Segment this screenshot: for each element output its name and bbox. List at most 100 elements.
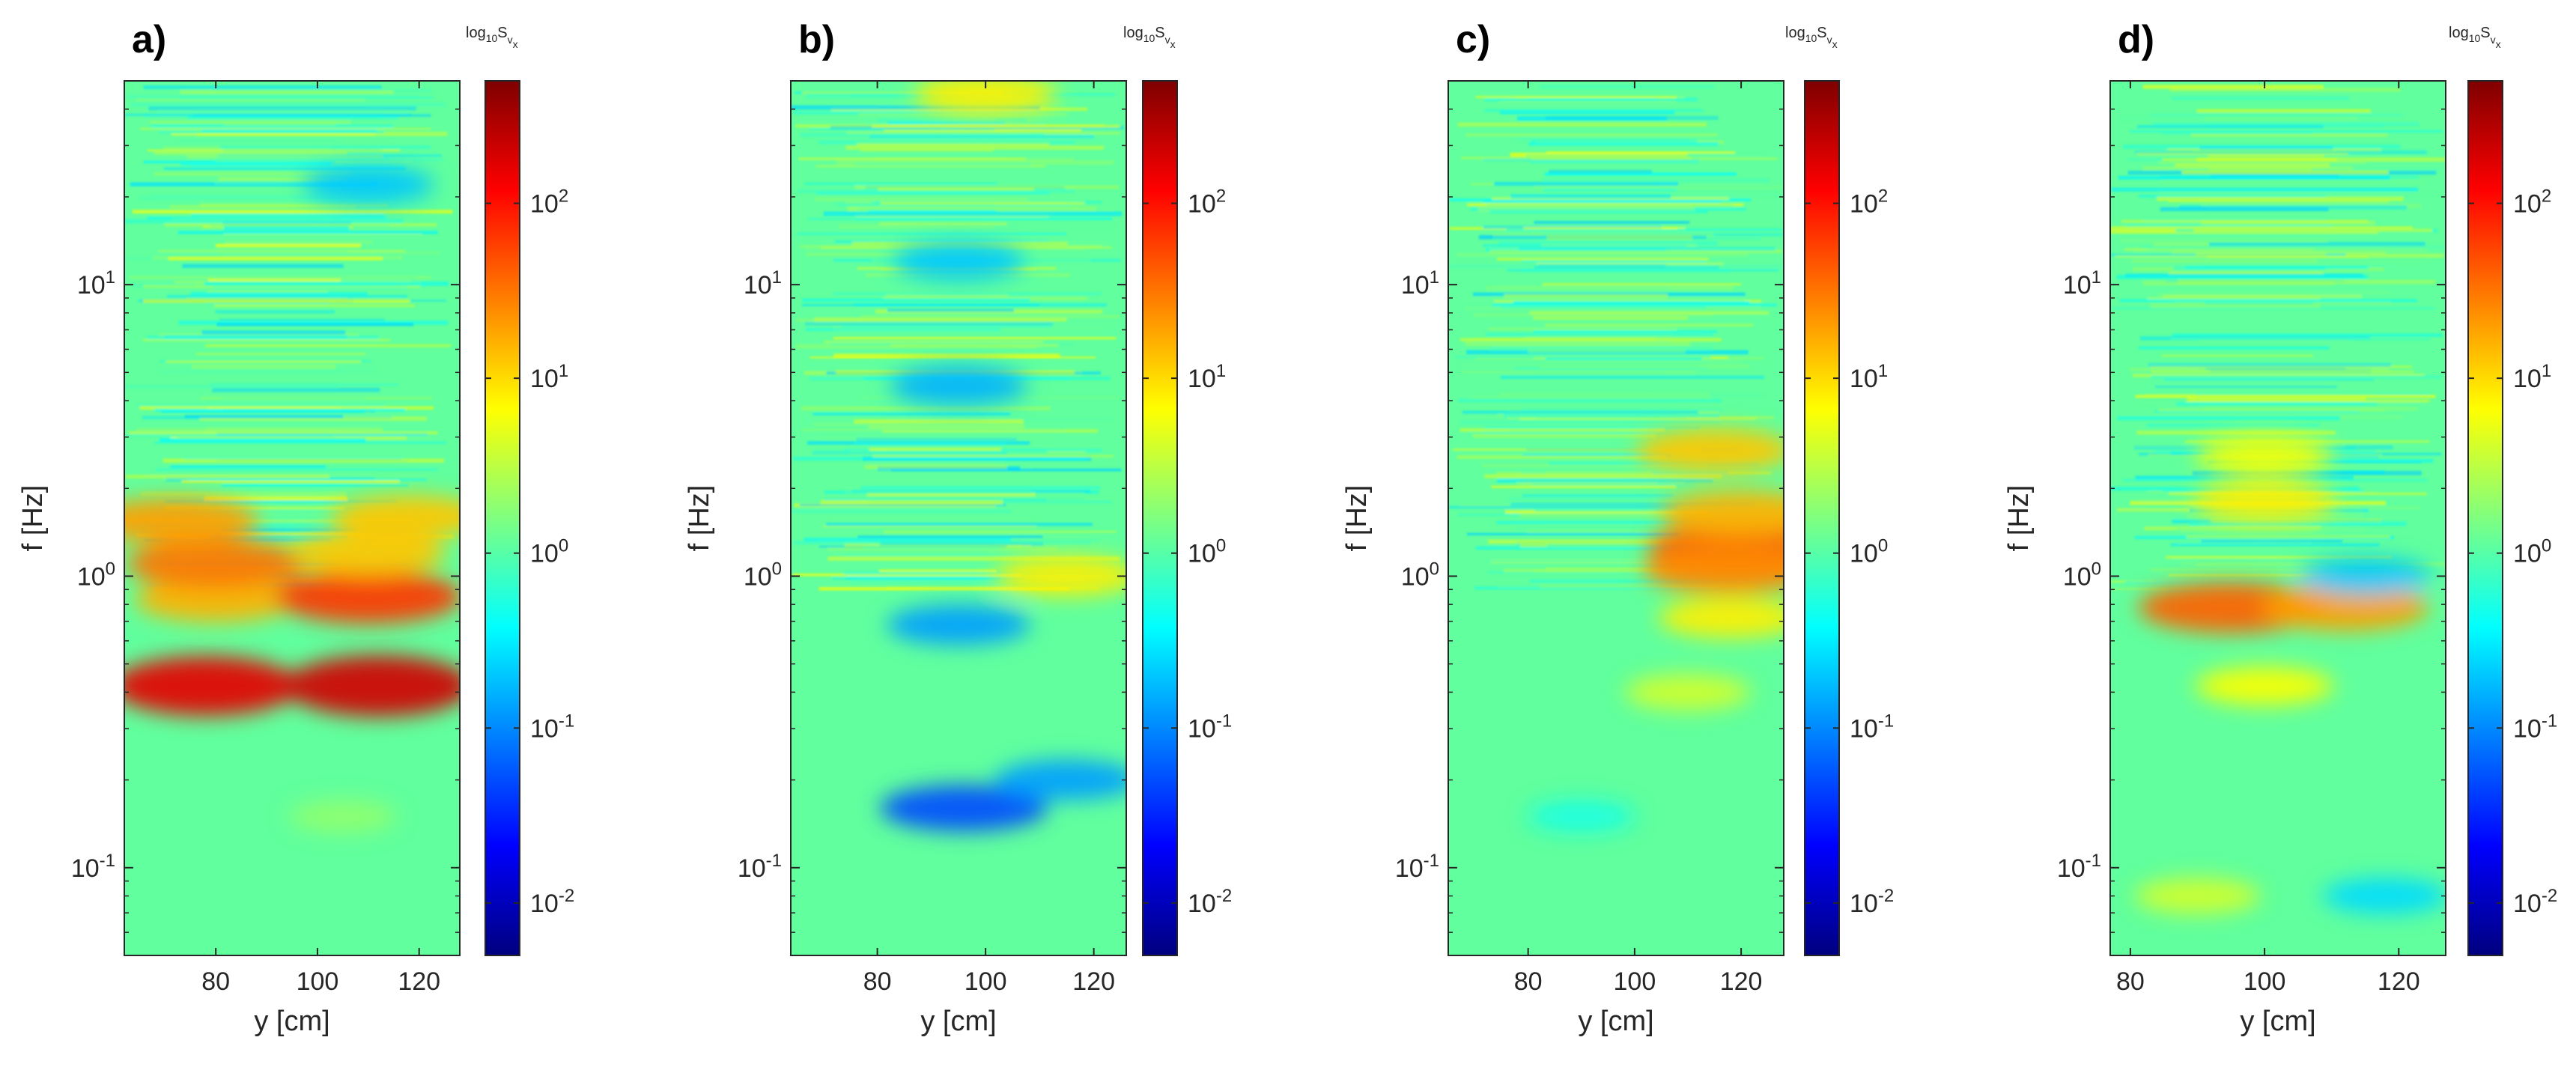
striation bbox=[1484, 97, 1698, 102]
spectral-features bbox=[124, 165, 460, 833]
striation bbox=[1549, 169, 1653, 174]
colorbar-tick-label: 102 bbox=[1850, 186, 1888, 219]
striation bbox=[823, 524, 1037, 528]
striation bbox=[154, 171, 351, 176]
feature-5 bbox=[2134, 878, 2261, 914]
striation bbox=[1529, 579, 1734, 583]
panel-c: 80 100 120 10-1 100 101 y [cm] f [Hz] c) 10-2 10-1… bbox=[1341, 18, 1894, 1037]
striation bbox=[166, 294, 407, 299]
feature-6 bbox=[124, 497, 259, 544]
striation bbox=[2175, 401, 2378, 407]
striation bbox=[164, 222, 437, 227]
feature-1 bbox=[2261, 584, 2429, 631]
striation bbox=[817, 140, 1075, 145]
x-tick-label: 100 bbox=[2244, 967, 2286, 996]
striation bbox=[1450, 198, 1752, 201]
y-axis-label: f [Hz] bbox=[684, 485, 715, 552]
striation bbox=[1545, 523, 1758, 529]
striation bbox=[1466, 532, 1680, 536]
striation bbox=[1534, 221, 1690, 224]
striation bbox=[2142, 218, 2327, 222]
x-axis-label: y [cm] bbox=[254, 1006, 329, 1037]
striation bbox=[791, 105, 1040, 110]
striation bbox=[169, 205, 356, 208]
striation bbox=[165, 360, 361, 363]
striation bbox=[1522, 259, 1707, 263]
striation bbox=[225, 240, 373, 244]
colorbar bbox=[484, 80, 520, 956]
striation bbox=[191, 364, 336, 369]
striation bbox=[143, 85, 382, 90]
striation bbox=[157, 109, 409, 114]
colorbar-tick-label: 100 bbox=[1188, 536, 1226, 568]
striation bbox=[179, 138, 340, 143]
striation bbox=[839, 224, 994, 229]
striation bbox=[1524, 334, 1672, 338]
striation bbox=[845, 490, 1032, 494]
striation bbox=[222, 484, 409, 487]
striation bbox=[1489, 210, 1708, 213]
striation bbox=[1472, 434, 1657, 438]
striation bbox=[1454, 356, 1711, 359]
striation bbox=[799, 503, 1006, 506]
x-tick-label: 120 bbox=[398, 967, 440, 996]
striation bbox=[1496, 472, 1653, 475]
striation bbox=[1470, 207, 1746, 211]
striation bbox=[1531, 483, 1696, 487]
striation bbox=[159, 130, 385, 134]
striation bbox=[149, 121, 351, 124]
striation bbox=[802, 298, 1030, 303]
striation bbox=[180, 90, 394, 94]
striation bbox=[792, 573, 1022, 577]
y-tick-label: 10-1 bbox=[2057, 851, 2101, 883]
x-tick-label: 100 bbox=[297, 967, 339, 996]
striation bbox=[2136, 430, 2336, 435]
feature-5 bbox=[1625, 674, 1751, 711]
x-tick-label: 120 bbox=[2378, 967, 2420, 996]
striation bbox=[1486, 332, 1713, 336]
x-tick-label: 80 bbox=[201, 967, 230, 996]
striation bbox=[813, 449, 1048, 454]
striation bbox=[223, 225, 350, 231]
striation bbox=[851, 580, 1111, 583]
striation bbox=[137, 404, 385, 409]
striation bbox=[184, 415, 344, 419]
striation bbox=[869, 448, 1001, 451]
striation bbox=[164, 506, 344, 510]
striation bbox=[2112, 306, 2434, 310]
striation bbox=[2163, 294, 2362, 298]
striation bbox=[2205, 116, 2358, 121]
feature-6 bbox=[1527, 800, 1635, 833]
spectral-features bbox=[880, 81, 1126, 832]
panel-d: 80 100 120 10-1 100 101 y [cm] f [Hz] d) 10-2 10-1… bbox=[2003, 18, 2557, 1037]
striation bbox=[1522, 494, 1674, 498]
striation bbox=[857, 535, 1043, 538]
spectral-features bbox=[1527, 428, 1784, 833]
striation bbox=[143, 285, 421, 288]
colorbar bbox=[1142, 80, 1178, 956]
striation bbox=[1533, 330, 1718, 333]
striation bbox=[2158, 192, 2439, 196]
striation bbox=[2119, 238, 2328, 243]
x-axis-label: y [cm] bbox=[1578, 1006, 1653, 1037]
striation bbox=[204, 496, 347, 501]
striation bbox=[2172, 97, 2350, 100]
striation bbox=[1522, 454, 1671, 457]
striation bbox=[879, 222, 1007, 226]
axes-box bbox=[124, 80, 461, 956]
striation bbox=[798, 157, 1026, 160]
panel-label: b) bbox=[798, 18, 835, 61]
striation bbox=[792, 509, 1012, 513]
colorbar-tick-label: 102 bbox=[1188, 186, 1226, 219]
striation bbox=[1510, 194, 1671, 199]
striation bbox=[215, 158, 445, 162]
striation bbox=[1496, 521, 1716, 524]
striation bbox=[827, 517, 1034, 520]
striation bbox=[2148, 362, 2391, 368]
feature-6 bbox=[914, 81, 1058, 115]
striation bbox=[1488, 327, 1677, 330]
striation bbox=[186, 155, 383, 159]
feature-4 bbox=[890, 366, 1027, 406]
striation bbox=[1529, 311, 1770, 314]
striation bbox=[154, 151, 347, 156]
